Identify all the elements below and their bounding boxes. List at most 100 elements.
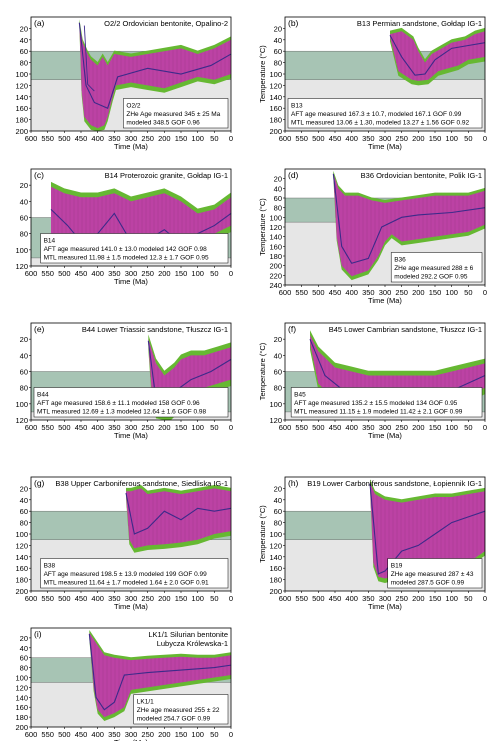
info-line: B19 [391, 563, 403, 570]
x-tick-label: 150 [429, 423, 442, 432]
x-tick-label: 200 [412, 594, 425, 603]
info-line: ZHe age measured 288 ± 6 [394, 265, 473, 272]
info-line: B13 [291, 103, 303, 110]
x-axis-label: Time (Ma) [368, 296, 402, 305]
panel-letter: (h) [288, 478, 299, 488]
x-tick-label: 350 [108, 594, 121, 603]
x-tick-label: 100 [445, 134, 458, 143]
y-tick-label: 180 [269, 116, 282, 125]
x-tick-label: 550 [41, 134, 54, 143]
x-tick-label: 150 [175, 594, 188, 603]
y-tick-label: 100 [15, 674, 28, 683]
y-tick-label: 40 [20, 644, 28, 653]
info-line: MTL measured 11.15 ± 1.9 modeled 11.42 ±… [294, 409, 463, 416]
y-tick-label: 140 [15, 553, 28, 562]
y-tick-label: 120 [15, 683, 28, 692]
y-tick-label: 40 [274, 36, 282, 45]
x-tick-label: 600 [279, 423, 292, 432]
y-tick-label: 180 [15, 713, 28, 722]
x-tick-label: 250 [395, 423, 408, 432]
info-line: AFT age measured 141.0 ± 13.0 modeled 14… [44, 246, 208, 253]
y-tick-label: 160 [269, 242, 282, 251]
y-tick-label: 100 [269, 70, 282, 79]
y-tick-label: 80 [20, 384, 28, 393]
y-tick-label: 60 [274, 368, 282, 377]
x-tick-label: 550 [295, 134, 308, 143]
panel-letter: (c) [34, 170, 44, 180]
x-tick-label: 600 [25, 594, 38, 603]
x-tick-label: 300 [379, 134, 392, 143]
x-tick-label: 200 [158, 269, 171, 278]
y-tick-label: 140 [15, 93, 28, 102]
info-box-frame [40, 558, 229, 589]
y-tick-label: 200 [15, 587, 28, 596]
x-tick-label: 550 [41, 730, 54, 739]
x-tick-label: 100 [445, 423, 458, 432]
x-tick-label: 600 [25, 423, 38, 432]
x-axis-label: Time (Ma) [114, 431, 148, 440]
y-tick-label: 200 [269, 127, 282, 136]
info-box-frame [40, 233, 229, 264]
x-tick-label: 50 [464, 594, 472, 603]
y-tick-label: 80 [274, 59, 282, 68]
x-tick-label: 400 [345, 423, 358, 432]
x-tick-label: 200 [412, 288, 425, 297]
info-line: modeled 292.2 GOF 0.95 [394, 274, 468, 281]
info-line: MTL measured 11.98 ± 1.5 modeled 12.3 ± … [44, 255, 209, 262]
secondary-path [83, 25, 95, 92]
panel-letter: (i) [34, 629, 42, 639]
x-tick-label: 450 [75, 134, 88, 143]
y-tick-label: 20 [20, 484, 28, 493]
x-tick-label: 100 [191, 134, 204, 143]
x-tick-label: 50 [210, 423, 218, 432]
info-line: ZHe Age measured 345 ± 25 Ma [126, 111, 220, 118]
x-tick-label: 350 [362, 288, 375, 297]
info-line: AFT age measured 198.5 ± 13.9 modeled 19… [44, 571, 208, 578]
y-tick-label: 160 [269, 564, 282, 573]
info-line: B45 [294, 392, 306, 399]
x-tick-label: 300 [125, 269, 138, 278]
info-box-frame [290, 387, 483, 418]
x-tick-label: 250 [395, 594, 408, 603]
x-tick-label: 300 [125, 423, 138, 432]
x-tick-label: 250 [395, 134, 408, 143]
info-box-frame [390, 252, 483, 283]
best-fit-path [125, 492, 232, 535]
info-line: B44 [37, 392, 49, 399]
y-tick-label: 120 [269, 81, 282, 90]
y-tick-label: 40 [20, 36, 28, 45]
y-tick-label: 200 [269, 262, 282, 271]
y-tick-label: 40 [274, 351, 282, 360]
y-tick-label: 120 [15, 541, 28, 550]
x-axis-label: Time (Ma) [368, 431, 402, 440]
panel-letter: (f) [288, 324, 296, 334]
best-fit-path [369, 483, 486, 575]
x-tick-label: 300 [125, 594, 138, 603]
x-tick-label: 300 [379, 423, 392, 432]
x-tick-label: 100 [191, 594, 204, 603]
x-tick-label: 550 [41, 594, 54, 603]
x-tick-label: 150 [175, 423, 188, 432]
y-axis-label: Temperature (°C) [258, 342, 267, 400]
y-tick-label: 160 [15, 564, 28, 573]
x-tick-label: 250 [141, 134, 154, 143]
x-tick-label: 300 [379, 288, 392, 297]
x-tick-label: 450 [329, 594, 342, 603]
y-tick-label: 140 [269, 553, 282, 562]
info-line: ZHe age measured 255 ± 22 [137, 707, 220, 714]
x-tick-label: 0 [229, 730, 233, 739]
x-tick-label: 300 [125, 134, 138, 143]
x-tick-label: 600 [279, 594, 292, 603]
best-fit-path [88, 633, 232, 711]
x-tick-label: 300 [125, 730, 138, 739]
x-tick-label: 50 [210, 594, 218, 603]
y-tick-label: 100 [15, 530, 28, 539]
panel-title: B13 Permian sandstone, Gołdap IG-1 [357, 19, 482, 28]
best-fit-path [389, 34, 486, 76]
